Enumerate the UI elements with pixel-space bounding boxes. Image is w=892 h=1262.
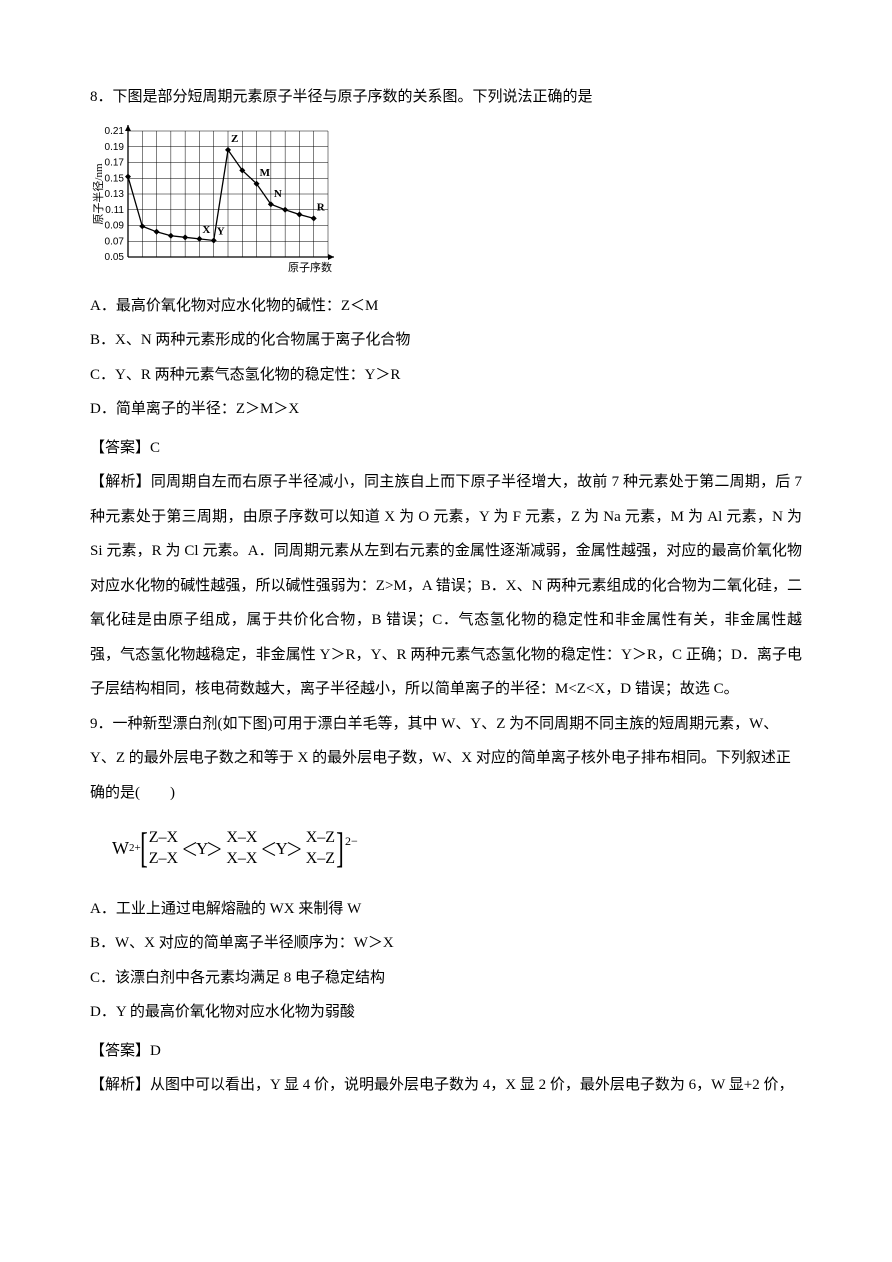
- pair-3-top: X–Z: [306, 828, 335, 849]
- q8-option-d: D．简单离子的半径：Z＞M＞X: [90, 392, 802, 427]
- q8-option-c: C．Y、R 两种元素气态氢化物的稳定性：Y＞R: [90, 358, 802, 393]
- svg-text:Z: Z: [231, 132, 238, 144]
- svg-text:0.13: 0.13: [105, 189, 125, 200]
- q8-chart: 0.05 0.07 0.09 0.11 0.13 0.15 0.17 0.19 0.21 XY Z M…: [90, 121, 350, 281]
- q9-option-a: A．工业上通过电解熔融的 WX 来制得 W: [90, 892, 802, 927]
- q8-stem: 8．下图是部分短周期元素原子半径与原子序数的关系图。下列说法正确的是: [90, 80, 802, 115]
- svg-text:N: N: [274, 188, 282, 200]
- pair-3-bot: X–Z: [306, 849, 335, 870]
- q8-answer: 【答案】C: [90, 431, 802, 466]
- pair-1-top: Z–X: [149, 828, 178, 849]
- pair-3: X–Z X–Z: [306, 828, 335, 870]
- svg-text:0.21: 0.21: [105, 126, 125, 137]
- exam-page: 8．下图是部分短周期元素原子半径与原子序数的关系图。下列说法正确的是 0.050…: [0, 0, 892, 1143]
- left-bracket-icon: [: [140, 829, 148, 869]
- svg-text:0.05: 0.05: [105, 252, 125, 263]
- angle-icon: [261, 832, 275, 866]
- svg-text:原子半径/nm: 原子半径/nm: [91, 163, 105, 225]
- svg-text:Y: Y: [217, 225, 225, 237]
- bridge-y-1: Y: [196, 829, 208, 868]
- pair-1: Z–X Z–X: [149, 828, 178, 870]
- svg-text:0.19: 0.19: [105, 141, 125, 152]
- pair-2-top: X–X: [226, 828, 257, 849]
- svg-text:R: R: [317, 201, 326, 213]
- right-bracket-icon: ]: [336, 829, 344, 869]
- bridge-y-2: Y: [275, 829, 287, 868]
- svg-text:原子序数: 原子序数: [288, 260, 332, 274]
- q9-option-c: C．该漂白剂中各元素均满足 8 电子稳定结构: [90, 961, 802, 996]
- pair-2-bot: X–X: [226, 849, 257, 870]
- q9-option-b: B．W、X 对应的简单离子半径顺序为：W＞X: [90, 926, 802, 961]
- pair-2: X–X X–X: [226, 828, 257, 870]
- svg-text:X: X: [202, 223, 210, 235]
- bridge-1: Y: [182, 829, 222, 868]
- q9-explanation: 【解析】从图中可以看出，Y 显 4 价，说明最外层电子数为 4，X 显 2 价，…: [90, 1068, 802, 1103]
- q8-option-b: B．X、N 两种元素形成的化合物属于离子化合物: [90, 323, 802, 358]
- atomic-radius-chart: 0.05 0.07 0.09 0.11 0.13 0.15 0.17 0.19 0.21 XY Z M…: [90, 121, 350, 281]
- angle-icon: [288, 832, 302, 866]
- q8-option-a: A．最高价氧化物对应水化物的碱性：Z＜M: [90, 289, 802, 324]
- q9-structural-formula: W 2+ [ Z–X Z–X Y X–X X–X Y X–Z: [112, 828, 802, 870]
- formula-lead-charge: 2+: [129, 836, 141, 861]
- angle-icon: [208, 832, 222, 866]
- svg-text:0.07: 0.07: [105, 236, 125, 247]
- svg-text:0.15: 0.15: [105, 173, 125, 184]
- pair-1-bot: Z–X: [149, 849, 178, 870]
- bridge-2: Y: [261, 829, 301, 868]
- svg-text:M: M: [260, 166, 271, 178]
- formula-lead: W: [112, 828, 129, 869]
- formula-tail-charge: 2−: [345, 828, 358, 856]
- angle-icon: [182, 832, 196, 866]
- q9-stem: 9．一种新型漂白剂(如下图)可用于漂白羊毛等，其中 W、Y、Z 为不同周期不同主…: [90, 707, 802, 811]
- q8-explanation: 【解析】同周期自左而右原子半径减小，同主族自上而下原子半径增大，故前 7 种元素…: [90, 465, 802, 707]
- svg-text:0.17: 0.17: [105, 157, 125, 168]
- svg-text:0.09: 0.09: [105, 220, 125, 231]
- svg-text:0.11: 0.11: [105, 204, 124, 215]
- q9-answer: 【答案】D: [90, 1034, 802, 1069]
- q9-option-d: D．Y 的最高价氧化物对应水化物为弱酸: [90, 995, 802, 1030]
